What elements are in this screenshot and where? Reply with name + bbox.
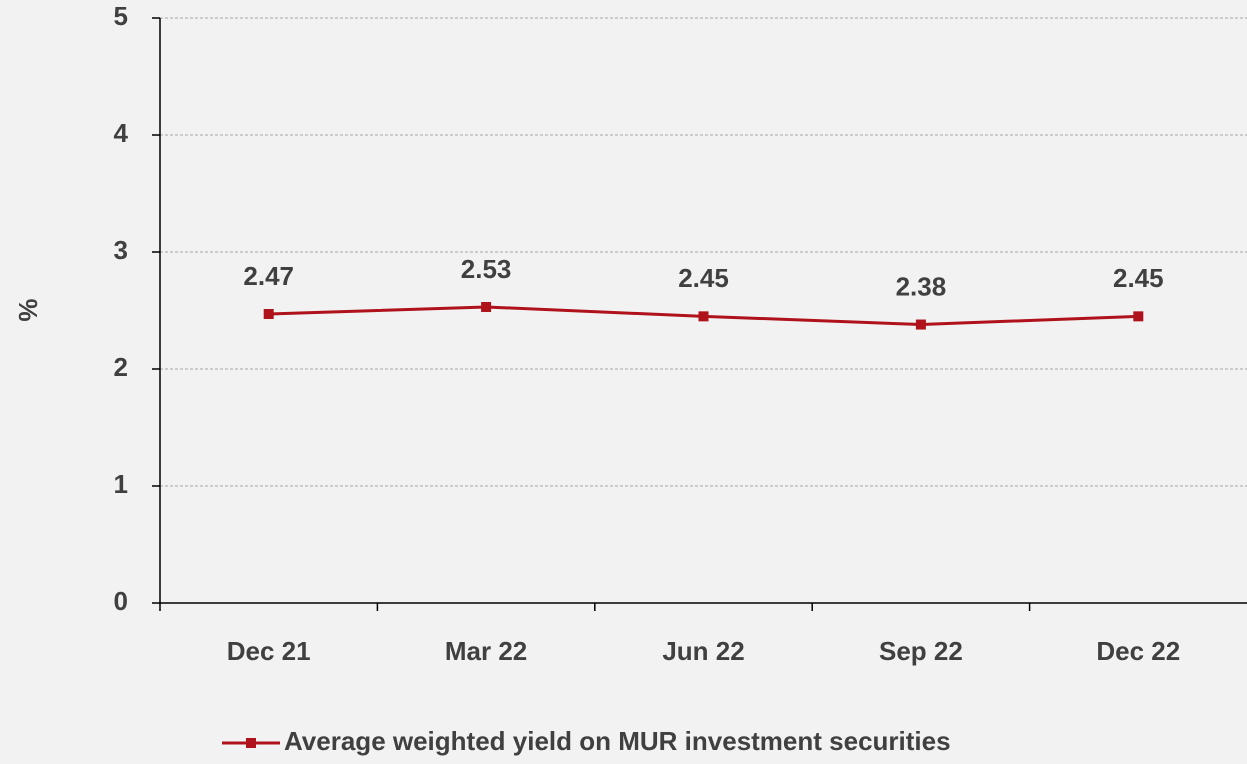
y-tick-label: 0 (114, 586, 128, 616)
y-tick-label: 4 (114, 118, 129, 148)
point-marker (263, 309, 274, 320)
data-label: 2.45 (678, 263, 729, 293)
x-tick-label: Sep 22 (879, 636, 963, 666)
x-tick-label: Dec 21 (227, 636, 311, 666)
y-tick-label: 2 (114, 352, 128, 382)
point-marker (481, 301, 492, 312)
x-tick-label: Jun 22 (662, 636, 744, 666)
x-tick-label: Mar 22 (445, 636, 527, 666)
y-tick-label: 5 (114, 1, 128, 31)
point-marker (698, 311, 709, 322)
y-tick-label: 1 (114, 469, 128, 499)
x-tick-label: Dec 22 (1096, 636, 1180, 666)
point-marker (1133, 311, 1144, 322)
y-axis-label: % (13, 298, 43, 321)
y-tick-label: 3 (114, 235, 128, 265)
data-label: 2.45 (1113, 263, 1164, 293)
data-label: 2.47 (243, 261, 294, 291)
data-label: 2.53 (461, 254, 512, 284)
legend-label: Average weighted yield on MUR investment… (284, 726, 951, 756)
legend-marker (246, 738, 256, 748)
point-marker (915, 319, 926, 330)
data-label: 2.38 (896, 271, 947, 301)
